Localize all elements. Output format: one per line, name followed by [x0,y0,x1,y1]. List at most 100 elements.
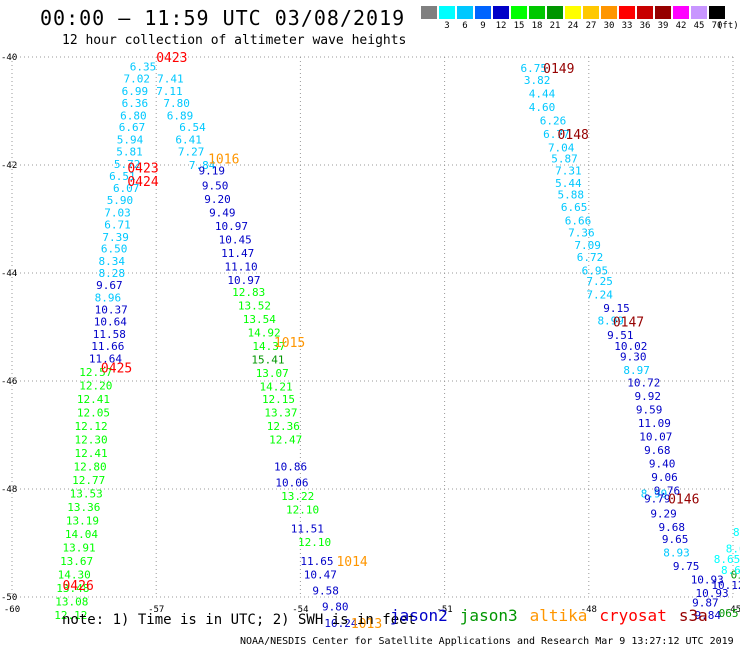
wave-height-point: 10.07 [639,431,672,444]
satellite-legend: jason2 jason3 altika cryosat s3a [390,606,720,625]
wave-height-point: 9.68 [658,521,685,534]
wave-height-point: 9.19 [198,164,225,177]
wave-height-point: 11.58 [93,328,126,341]
wave-height-point: 6.77 [543,128,570,141]
wave-height-point: 14.37 [252,340,285,353]
legend-label: 30 [603,21,615,31]
legend-label: 6 [462,21,468,31]
wave-height-point: 6.95 [582,264,609,277]
wave-height-point: 6.72 [577,251,604,264]
wave-height-point: 8.62 [726,542,740,555]
wave-height-point: 8.99 [641,487,668,500]
legend-swatch [601,6,617,19]
satellite-legend-item: altika [529,606,588,625]
wave-height-point: 9.20 [204,193,231,206]
legend-label: 33 [621,21,633,31]
wave-height-point: 12.41 [77,393,110,406]
wave-height-point: 9.87 [692,596,719,609]
wave-height-point: 7.41 [157,73,184,86]
wave-height-point: 14.92 [248,326,281,339]
legend-label: 9 [480,21,486,31]
pass-time-label: 1014 [336,555,367,570]
wave-height-point: 12.36 [267,420,300,433]
wave-height-point: 9.84 [695,609,722,622]
wave-height-point: 14.21 [260,380,293,393]
wave-height-point: 4.60 [529,101,556,114]
wave-height-point: 9.58 [312,585,339,598]
y-tick-label: -50 [1,593,17,603]
wave-height-point: 6.54 [179,121,206,134]
wave-height-point: 9.06 [651,471,678,484]
wave-height-point: 13.08 [55,595,88,608]
x-tick-label: -60 [4,605,20,615]
data-marks: 6.357.026.996.366.806.675.945.815.726.51… [54,51,740,632]
wave-height-point: 10.64 [94,316,127,329]
wave-height-point: 6.41 [175,134,202,147]
x-tick-label: -45 [725,605,740,615]
wave-height-point: 9.92 [634,390,661,403]
wave-height-point: 7.39 [102,231,128,244]
wave-height-point: 11.65 [300,555,333,568]
legend-label: 3 [444,21,450,31]
pass-time-label: 0425 [101,362,132,377]
wave-height-point: 10.37 [95,304,128,317]
wave-height-point: 6.26 [540,115,567,128]
legend-label: 45 [693,21,705,31]
wave-height-point: 10.24 [324,617,357,630]
y-tick-label: -40 [1,53,17,63]
wave-height-point: 12.83 [232,286,265,299]
wave-height-point: 12.30 [74,433,107,446]
wave-height-point: 7.02 [124,73,151,86]
pass-time-label: 0147 [613,316,644,331]
wave-height-point: 5.94 [117,134,144,147]
wave-height-point: 10.02 [614,340,647,353]
wave-height-point: 9.75 [673,560,700,573]
legend-label: 70 [711,21,723,31]
wave-height-point: 9.68 [644,444,671,457]
x-tick-label: -54 [292,605,308,615]
legend-label: 39 [657,21,669,31]
wave-height-point: 12.77 [72,474,105,487]
pass-time-label: 0148 [558,128,589,143]
satellite-legend-item: jason2 [390,606,448,625]
y-tick-label: -44 [1,269,17,279]
page-subtitle: 12 hour collection of altimeter wave hei… [62,33,407,48]
wave-height-point: 10.72 [627,377,660,390]
wave-height-point: 14.04 [65,528,98,541]
wave-height-point: 13.22 [281,490,314,503]
wave-height-point: 7.09 [574,239,601,252]
wave-height-point: 5.81 [116,146,142,159]
axis-ticks: -60 -57 -54 -51 -48 -45 -40 -42 -44 -46 -48 -50 [1,53,740,615]
wave-height-point: 11.64 [89,352,122,365]
pass-time-label: 1015 [274,336,305,351]
satellite-legend-item: s3a [678,606,708,625]
satellite-legend-item: jason3 [459,606,518,625]
wave-height-point: 9.30 [620,351,647,364]
legend-swatch [565,6,581,19]
legend-label: 18 [531,21,543,31]
wave-height-point: 8.9 [733,526,740,539]
wave-height-point: 9.67 [96,279,123,292]
wave-height-point: 13.48 [56,582,89,595]
wave-height-point: 7.24 [586,289,613,302]
wave-height-point: 6.99 [122,85,149,98]
legend-units: (ft) [717,21,739,31]
wave-height-point: 3.82 [524,74,551,87]
legend-swatch [691,6,707,19]
wave-height-point: 8.65 [721,564,740,577]
wave-height-point: 11.66 [91,340,124,353]
wave-height-point: 7.27 [178,146,205,159]
wave-height-point: 7.84 [189,159,216,172]
wave-height-point: 13.91 [62,541,95,554]
legend-swatch [619,6,635,19]
y-tick-label: -46 [1,377,17,387]
legend-swatch [457,6,473,19]
legend-swatch [655,6,671,19]
y-tick-label: -42 [1,161,17,171]
wave-height-point: 0657 [719,607,740,620]
wave-height-point: 8.28 [99,267,126,280]
wave-height-point: 6.51 [109,170,136,183]
wave-height-point: 9.29 [650,507,677,520]
legend-swatch [709,6,725,19]
page-title: 00:00 – 11:59 UTC 03/08/2019 [40,6,406,30]
